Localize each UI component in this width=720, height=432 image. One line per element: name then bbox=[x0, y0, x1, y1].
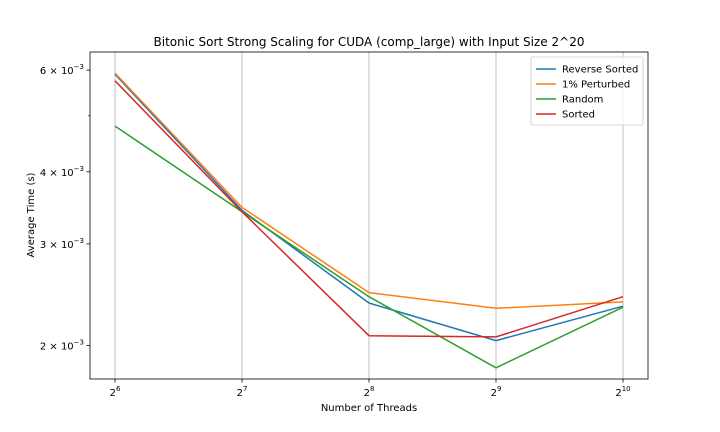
x-tick-label: 29 bbox=[491, 385, 502, 399]
legend: Reverse Sorted 1% Perturbed Random Sorted bbox=[530, 56, 644, 126]
y-tick-label: 3 × 10−3 bbox=[40, 237, 84, 251]
series-line-sorted bbox=[114, 80, 624, 338]
x-tick-label: 28 bbox=[364, 385, 375, 399]
x-axis: 26 27 28 29 210 bbox=[110, 379, 631, 399]
x-tick-label: 26 bbox=[110, 385, 121, 399]
series-line-random bbox=[114, 125, 624, 369]
legend-entry: Random bbox=[562, 95, 603, 106]
legend-entry: Sorted bbox=[562, 110, 595, 121]
chart-title: Bitonic Sort Strong Scaling for CUDA (co… bbox=[154, 35, 585, 49]
legend-box bbox=[530, 56, 644, 126]
x-tick-label: 210 bbox=[615, 385, 630, 399]
series-lines bbox=[114, 72, 624, 369]
legend-entry: 1% Perturbed bbox=[562, 80, 630, 91]
y-tick-label: 6 × 10−3 bbox=[40, 63, 84, 77]
series-line-reverse-sorted bbox=[114, 73, 624, 342]
y-axis-label: Average Time (s) bbox=[26, 172, 37, 257]
legend-entry: Reverse Sorted bbox=[562, 65, 638, 76]
y-axis: 2 × 10−3 3 × 10−3 4 × 10−3 6 × 10−3 bbox=[40, 63, 90, 353]
y-tick-label: 4 × 10−3 bbox=[40, 165, 84, 179]
y-tick-label: 2 × 10−3 bbox=[40, 339, 84, 353]
x-tick-label: 27 bbox=[237, 385, 248, 399]
series-line-1-perturbed bbox=[114, 72, 624, 310]
x-axis-label: Number of Threads bbox=[321, 403, 417, 414]
